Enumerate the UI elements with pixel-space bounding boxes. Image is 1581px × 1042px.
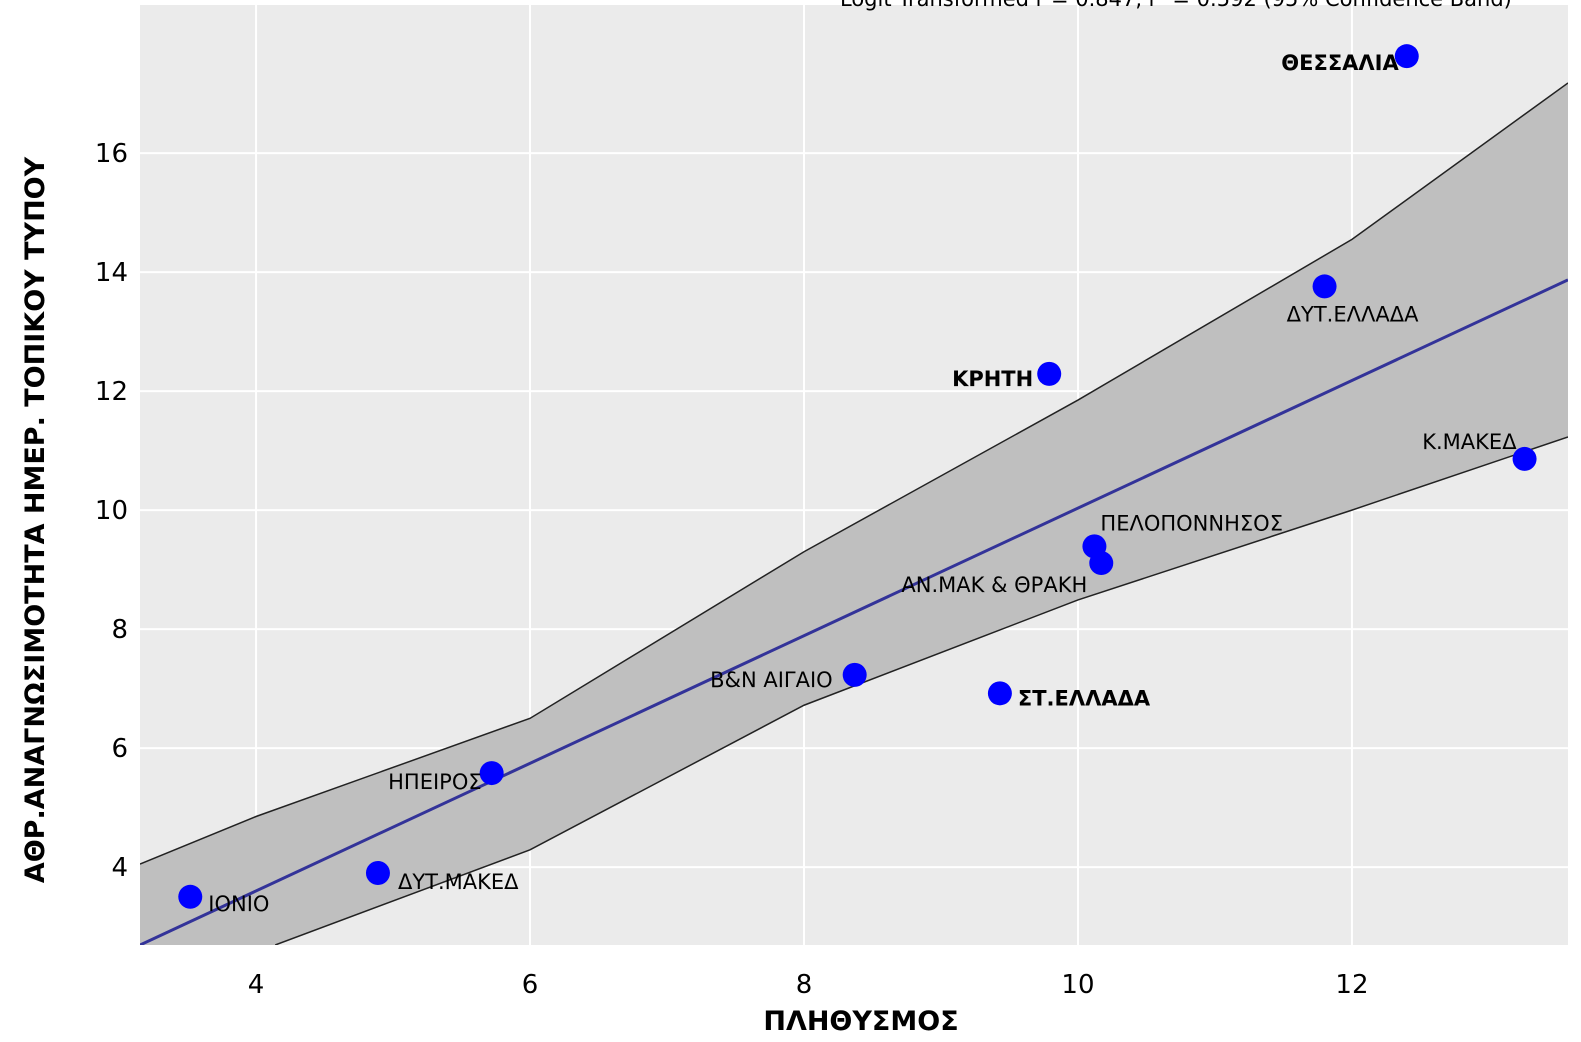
point	[479, 761, 504, 786]
point	[1089, 551, 1114, 576]
x-axis-title: ΠΛΗΘΥΣΜΟΣ	[763, 1006, 958, 1037]
band-upper	[140, 82, 1568, 865]
point	[842, 662, 867, 687]
point-label: ΠΕΛΟΠΟΝΝΗΣΟΣ	[1100, 511, 1283, 535]
subtitle: Logit Transformed r = 0.847, r² = 0.592 …	[840, 0, 1512, 11]
plot-layer	[140, 5, 1568, 945]
y-tick-label: 6	[111, 734, 128, 764]
point-label: ΗΠΕΙΡΟΣ	[388, 770, 482, 794]
point	[178, 884, 203, 909]
point	[987, 681, 1012, 706]
band-lower	[274, 436, 1568, 945]
x-tick-label: 10	[1061, 970, 1094, 1000]
regression-line	[140, 278, 1568, 945]
point-label: Κ.ΜΑΚΕΔ	[1422, 430, 1517, 454]
point-label: ΘΕΣΣΑΛΙΑ	[1281, 51, 1399, 75]
y-tick-label: 4	[111, 853, 128, 883]
point-label: ΔΥΤ.ΜΑΚΕΔ	[398, 870, 519, 894]
y-tick-label: 14	[95, 258, 128, 288]
y-axis-title: ΑΘΡ.ΑΝΑΓΝΩΣΙΜΟΤΗΤΑ ΗΜΕΡ. ΤΟΠΙΚΟΥ ΤΥΠΟΥ	[20, 156, 51, 883]
x-tick-label: 4	[248, 970, 265, 1000]
y-tick-label: 16	[95, 139, 128, 169]
y-tick-label: 8	[111, 615, 128, 645]
point-label: ΑΝ.ΜΑΚ & ΘΡΑΚΗ	[901, 573, 1087, 597]
x-tick-label: 6	[522, 970, 539, 1000]
point-label: ΙΟΝΙΟ	[208, 892, 269, 916]
y-tick-label: 12	[95, 377, 128, 407]
confidence-band	[140, 82, 1568, 945]
point	[365, 861, 390, 886]
x-tick-label: 8	[796, 970, 813, 1000]
y-tick-label: 10	[95, 496, 128, 526]
point	[1037, 361, 1062, 386]
point	[1394, 44, 1419, 69]
point	[1312, 274, 1337, 299]
point-label: ΔΥΤ.ΕΛΛΑΔΑ	[1287, 302, 1419, 326]
point-label: ΣΤ.ΕΛΛΑΔΑ	[1018, 686, 1151, 710]
point-label: Β&Ν ΑΙΓΑΙΟ	[710, 668, 833, 692]
point-label: ΚΡΗΤΗ	[952, 367, 1033, 391]
x-tick-label: 12	[1335, 970, 1368, 1000]
point	[1512, 446, 1537, 471]
